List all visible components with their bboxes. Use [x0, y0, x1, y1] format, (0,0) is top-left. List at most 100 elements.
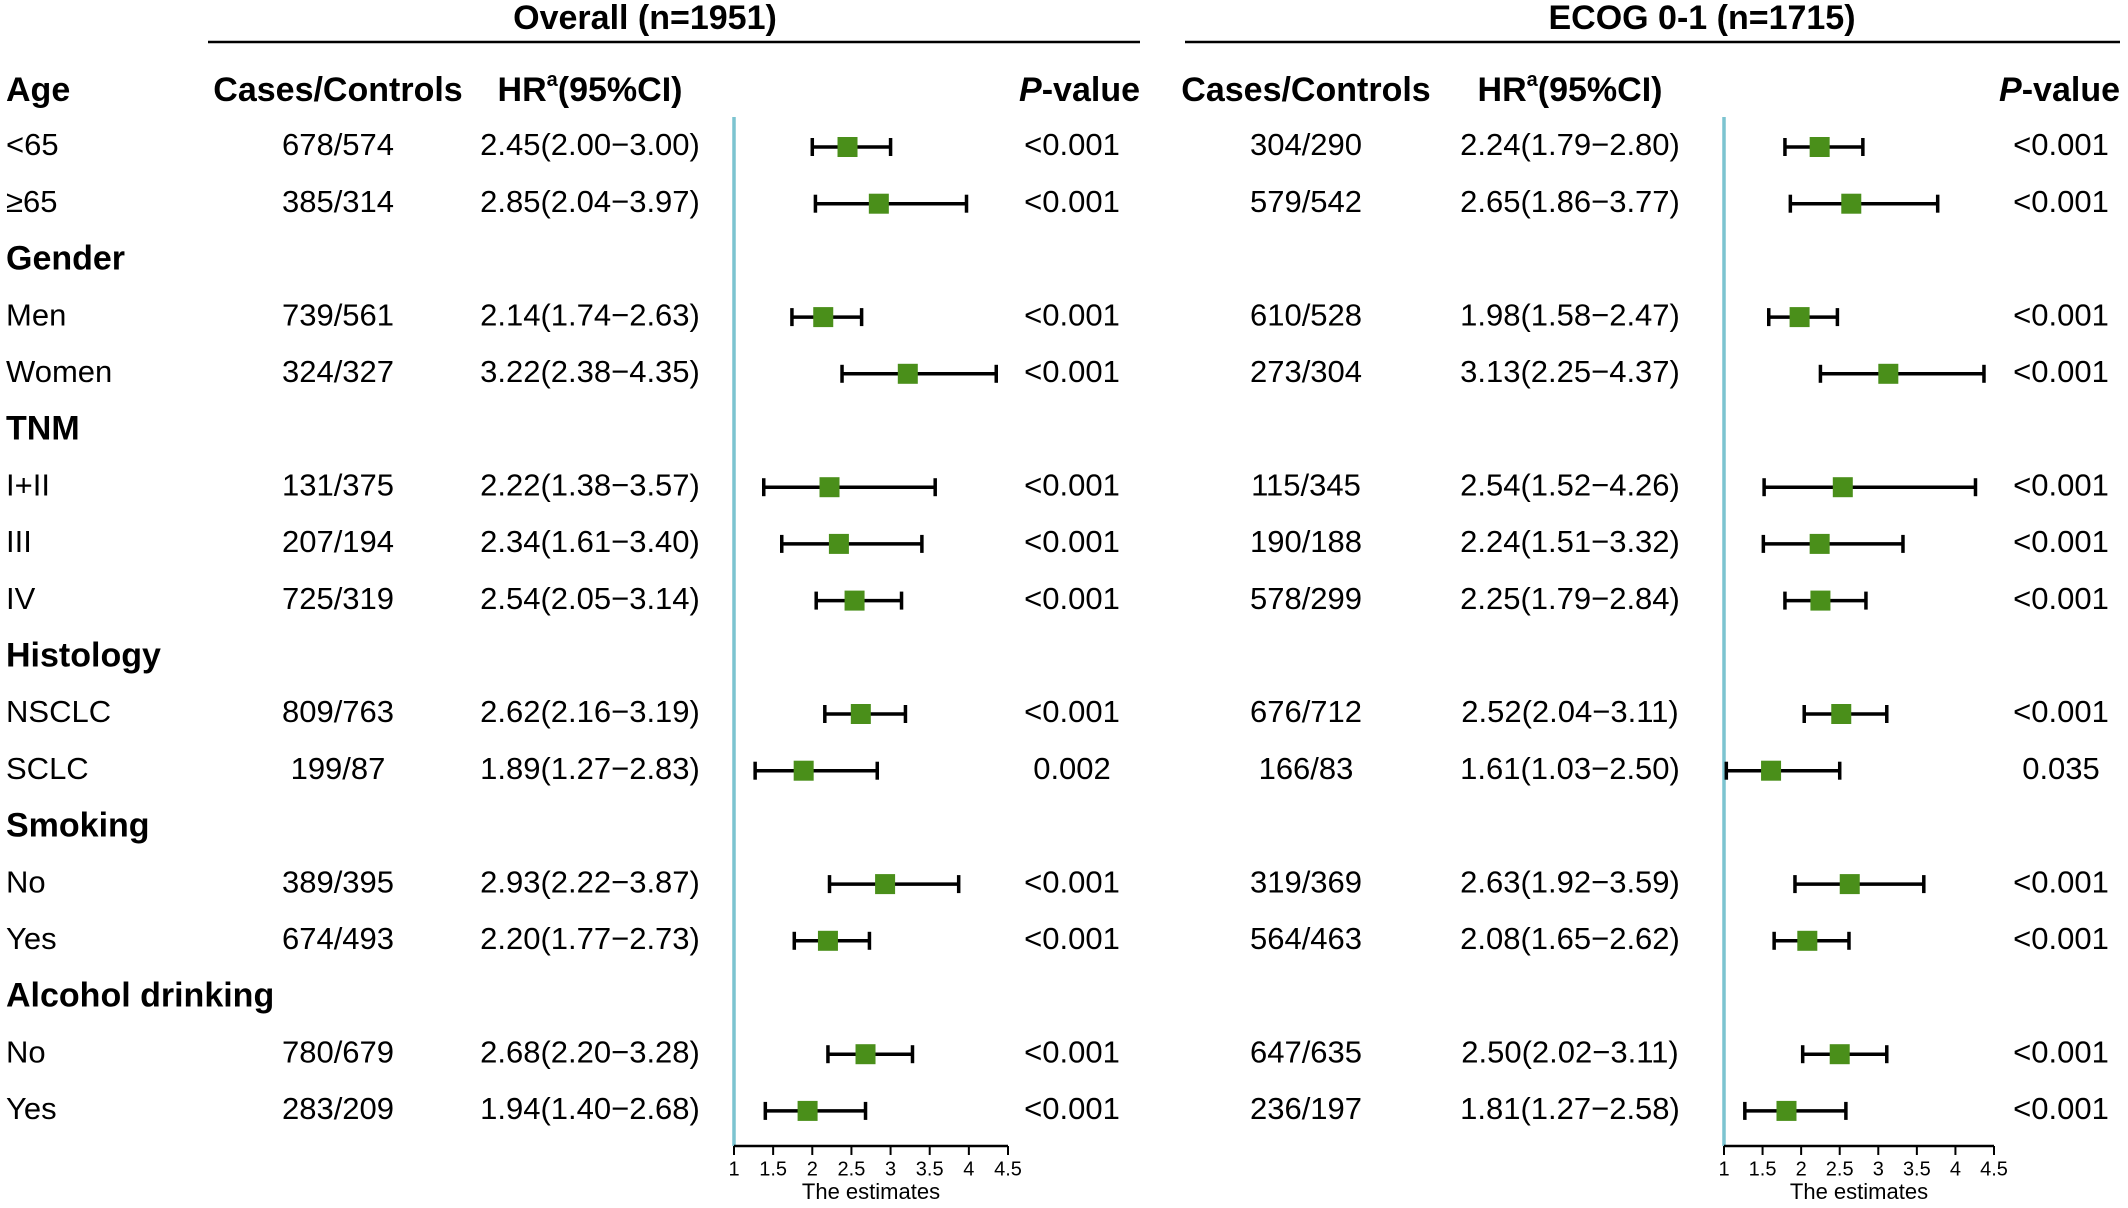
cases-controls-value: 780/679	[282, 1034, 394, 1069]
hr-point	[850, 704, 871, 724]
hr-ci-value: 1.98(1.58−2.47)	[1460, 297, 1680, 332]
hr-point	[1839, 874, 1860, 895]
p-value: <0.001	[2013, 524, 2109, 559]
hr-point	[1810, 590, 1831, 611]
p-value: <0.001	[1024, 467, 1120, 502]
p-value-header: P-value	[1999, 71, 2120, 109]
hr-ci-value: 2.54(2.05−3.14)	[480, 581, 700, 616]
hr-point	[793, 760, 814, 781]
x-tick-label: 1	[728, 1158, 739, 1180]
hr-ci-value: 2.24(1.79−2.80)	[1460, 127, 1680, 162]
cases-controls-value: 389/395	[282, 864, 394, 899]
row-label: III	[6, 524, 32, 559]
x-tick-label: 4.5	[1980, 1158, 2008, 1180]
row-label: Women	[6, 354, 112, 389]
cases-controls-value: 578/299	[1250, 581, 1362, 616]
x-tick-label: 3	[1873, 1158, 1884, 1180]
section-label: Alcohol drinking	[6, 976, 274, 1014]
hr-point	[1809, 137, 1830, 157]
hr-point	[1829, 1044, 1850, 1065]
row-label: NSCLC	[6, 694, 111, 729]
p-value: <0.001	[2013, 467, 2109, 502]
row-label: I+II	[6, 467, 50, 502]
p-value: <0.001	[2013, 127, 2109, 162]
hr-ci-value: 1.89(1.27−2.83)	[480, 751, 700, 786]
x-tick-label: 4	[1950, 1158, 1961, 1180]
x-tick-label: 2	[1796, 1158, 1807, 1180]
row-label: No	[6, 864, 46, 899]
p-value: <0.001	[1024, 864, 1120, 899]
cases-controls-value: 324/327	[282, 354, 394, 389]
p-value: <0.001	[2013, 921, 2109, 956]
x-axis-label: The estimates	[802, 1179, 940, 1204]
cases-controls-value: 564/463	[1250, 921, 1362, 956]
section-label: Smoking	[6, 806, 150, 844]
p-value: <0.001	[1024, 1034, 1120, 1069]
hr-point	[855, 1044, 876, 1065]
hr-ci-value: 2.63(1.92−3.59)	[1460, 864, 1680, 899]
hr-point	[868, 193, 889, 214]
row-label: IV	[6, 581, 36, 616]
x-tick-label: 3	[885, 1158, 896, 1180]
cases-controls-value: 273/304	[1250, 354, 1362, 389]
p-value: <0.001	[2013, 581, 2109, 616]
cases-controls-value: 647/635	[1250, 1034, 1362, 1069]
hr-ci-value: 2.08(1.65−2.62)	[1460, 921, 1680, 956]
p-value: <0.001	[1024, 581, 1120, 616]
hr-point	[817, 930, 838, 951]
x-tick-label: 1.5	[759, 1158, 787, 1180]
section-label: Gender	[6, 239, 125, 277]
x-tick-label: 4.5	[994, 1158, 1022, 1180]
hr-point	[828, 533, 849, 554]
hr-header: HRa(95%CI)	[498, 69, 683, 109]
p-value: <0.001	[2013, 297, 2109, 332]
panel-title-ecog: ECOG 0-1 (n=1715)	[1548, 0, 1855, 37]
p-value: <0.001	[1024, 297, 1120, 332]
cases-controls-value: 166/83	[1259, 751, 1354, 786]
cases-controls-header: Cases/Controls	[213, 71, 462, 109]
cases-controls-value: 678/574	[282, 127, 394, 162]
hr-point	[1831, 704, 1852, 724]
hr-ci-value: 2.20(1.77−2.73)	[480, 921, 700, 956]
hr-ci-value: 2.68(2.20−3.28)	[480, 1034, 700, 1069]
row-label: No	[6, 1034, 46, 1069]
p-value: <0.001	[2013, 354, 2109, 389]
hr-point	[1878, 363, 1899, 384]
cases-controls-header: Cases/Controls	[1181, 71, 1430, 109]
p-value: <0.001	[2013, 1091, 2109, 1126]
hr-ci-value: 2.62(2.16−3.19)	[480, 694, 700, 729]
hr-point	[837, 137, 858, 157]
cases-controls-value: 304/290	[1250, 127, 1362, 162]
row-label: Yes	[6, 1091, 57, 1126]
hr-ci-value: 2.65(1.86−3.77)	[1460, 184, 1680, 219]
cases-controls-value: 207/194	[282, 524, 394, 559]
hr-ci-value: 2.54(1.52−4.26)	[1460, 467, 1680, 502]
x-tick-label: 1.5	[1749, 1158, 1777, 1180]
p-value: <0.001	[2013, 1034, 2109, 1069]
hr-ci-value: 3.13(2.25−4.37)	[1460, 354, 1680, 389]
hr-point	[875, 874, 896, 895]
cases-controls-value: 319/369	[1250, 864, 1362, 899]
cases-controls-value: 199/87	[291, 751, 386, 786]
cases-controls-value: 236/197	[1250, 1091, 1362, 1126]
hr-ci-value: 2.34(1.61−3.40)	[480, 524, 700, 559]
hr-ci-value: 2.52(2.04−3.11)	[1461, 694, 1678, 729]
hr-ci-value: 2.93(2.22−3.87)	[480, 864, 700, 899]
cases-controls-value: 115/345	[1251, 467, 1361, 502]
hr-ci-value: 1.94(1.40−2.68)	[480, 1091, 700, 1126]
cases-controls-value: 610/528	[1250, 297, 1362, 332]
p-value: <0.001	[1024, 524, 1120, 559]
cases-controls-value: 579/542	[1250, 184, 1362, 219]
cases-controls-value: 725/319	[282, 581, 394, 616]
hr-point	[844, 590, 865, 611]
cases-controls-value: 739/561	[282, 297, 394, 332]
x-tick-label: 4	[963, 1158, 974, 1180]
hr-ci-value: 2.85(2.04−3.97)	[480, 184, 700, 219]
x-tick-label: 1	[1718, 1158, 1729, 1180]
hr-ci-value: 1.61(1.03−2.50)	[1460, 751, 1680, 786]
p-value: 0.035	[2022, 751, 2100, 786]
p-value-header: P-value	[1019, 71, 1140, 109]
hr-ci-value: 1.81(1.27−2.58)	[1460, 1091, 1680, 1126]
hr-ci-value: 3.22(2.38−4.35)	[480, 354, 700, 389]
hr-point	[819, 477, 840, 498]
